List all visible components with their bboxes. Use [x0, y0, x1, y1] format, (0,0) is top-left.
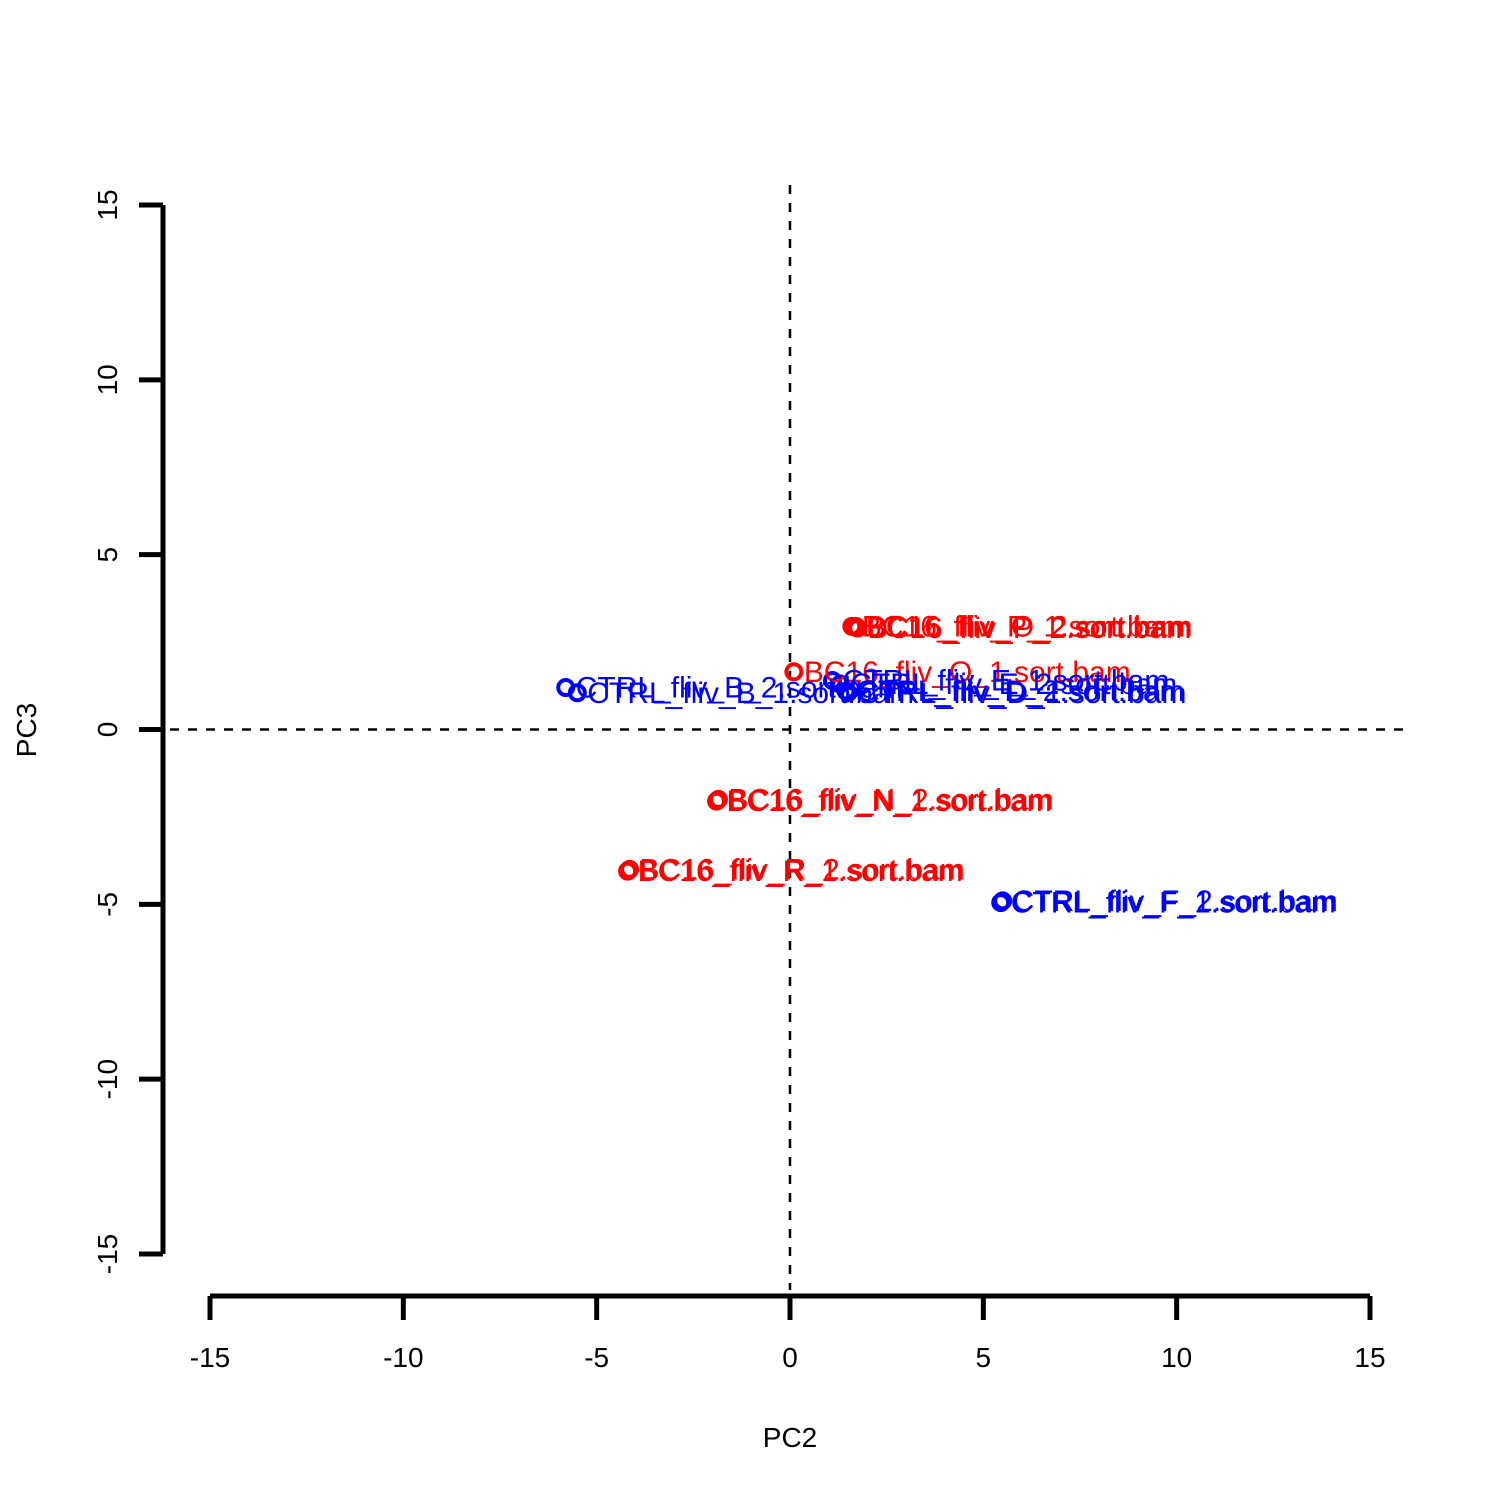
x-axis: -15 -10 -5 0 5 10 15 — [190, 1293, 1386, 1373]
point-label: CTRL_fliv_D_2.sort.bam — [856, 675, 1184, 708]
y-axis-title: PC3 — [11, 703, 42, 757]
y-tick-label: 15 — [92, 189, 123, 220]
x-tick-label: -5 — [584, 1342, 609, 1373]
x-tick-label: 15 — [1354, 1342, 1385, 1373]
data-points — [556, 616, 1013, 913]
point-label: CTRL_fliv_F_1.sort.bam — [1011, 887, 1336, 920]
point-label: BC16_fliv_N_2.sort.bam — [728, 783, 1053, 816]
x-tick-label: 0 — [782, 1342, 798, 1373]
point-label: BC16_fliv_O_1.sort.bam — [804, 656, 1131, 689]
reference-lines — [170, 185, 1410, 1290]
data-point — [993, 891, 1013, 911]
point-label: BC16_fliv_N_1.sort.bam — [727, 785, 1052, 818]
point-label: CTRL_fliv_E_2.sort.bam — [850, 668, 1177, 701]
x-tick-label: -15 — [190, 1342, 230, 1373]
y-tick-label: -15 — [92, 1234, 123, 1274]
y-tick-label: -5 — [92, 892, 123, 917]
x-tick-label: 10 — [1161, 1342, 1192, 1373]
point-label: BC16_fliv_P_1.sort.bam — [862, 610, 1186, 643]
data-point — [620, 859, 640, 879]
point-label: BC16_fliv_O_2.sort.bam — [866, 610, 1193, 643]
y-tick-label: 5 — [92, 547, 123, 563]
point-label: CTRL_fliv_E_1.sort.bam — [843, 665, 1170, 698]
point-label: CTRL_fliv_F_2.sort.bam — [1013, 885, 1338, 918]
point-label: CTRL_fliv_D_1.sort.bam — [858, 677, 1186, 710]
y-tick-label: 0 — [92, 722, 123, 738]
data-point — [708, 789, 728, 809]
point-label: BC16_fliv_R_2.sort.bam — [640, 853, 965, 886]
x-axis-title: PC2 — [763, 1422, 817, 1453]
y-tick-label: 10 — [92, 364, 123, 395]
x-tick-label: -10 — [383, 1342, 423, 1373]
point-label: BC16_fliv_P_2.sort.bam — [868, 612, 1192, 645]
y-tick-label: -10 — [92, 1059, 123, 1099]
data-point — [784, 662, 804, 682]
y-axis: -15 -10 -5 0 5 10 15 — [92, 189, 166, 1274]
point-label: BC16_fliv_R_1.sort.bam — [638, 855, 963, 888]
data-point — [567, 683, 587, 703]
point-labels: BC16_fliv_P_1.sort.bamBC16_fliv_O_2.sort… — [576, 610, 1338, 919]
point-label: CTRL_fliv_B_2.sort.bam — [576, 672, 903, 705]
x-tick-label: 5 — [976, 1342, 992, 1373]
point-label: CTRL_fliv_B_1.sort.bam — [587, 677, 914, 710]
data-point — [836, 681, 856, 701]
data-point — [848, 618, 868, 638]
